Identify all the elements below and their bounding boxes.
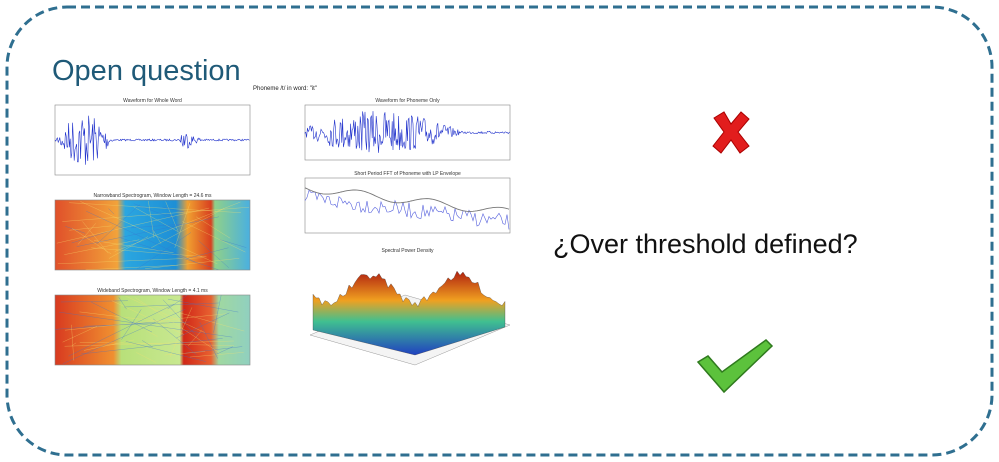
panel-title: Short Period FFT of Phoneme with LP Enve… <box>354 171 461 177</box>
question: ¿Over threshold defined? <box>553 229 858 259</box>
slide-title: Open question <box>52 55 241 87</box>
slide: Open question ¿Over threshold defined? P… <box>0 0 999 462</box>
panel-title: Waveform for Phoneme Only <box>375 98 440 104</box>
page: Open question ¿Over threshold defined? P… <box>0 0 999 462</box>
panel-title: Spectral Power Density <box>382 248 434 254</box>
figure-title: Phoneme /t/ in word: "it" <box>253 86 317 92</box>
panel-title: Waveform for Whole Word <box>123 98 182 104</box>
panel-title: Wideband Spectrogram, Window Length = 4.… <box>97 288 208 294</box>
panel-title: Narrowband Spectrogram, Window Length = … <box>94 193 212 199</box>
